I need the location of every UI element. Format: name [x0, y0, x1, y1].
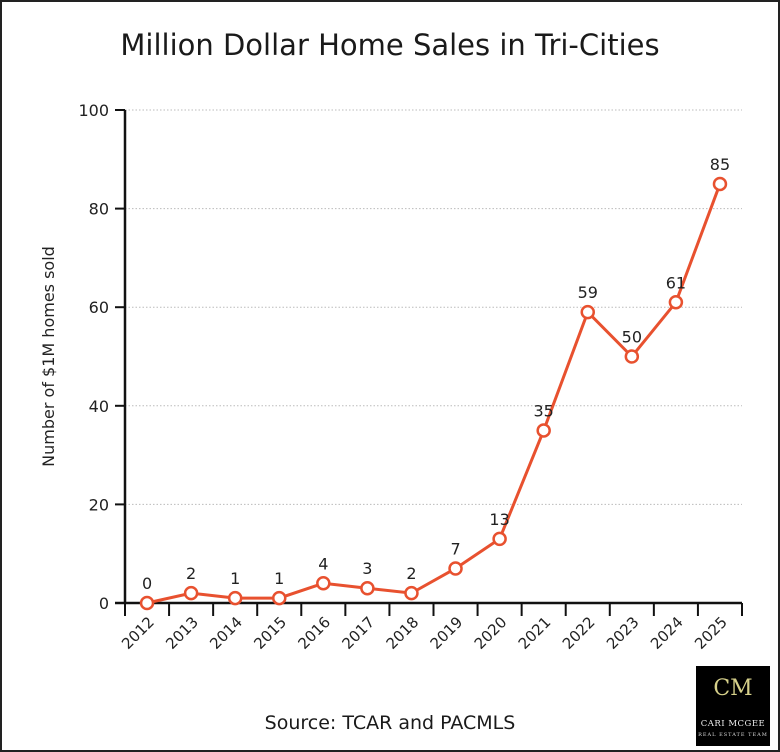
data-label: 0 [142, 574, 152, 593]
source-note: Source: TCAR and PACMLS [264, 712, 516, 734]
data-label: 4 [318, 554, 328, 573]
data-label: 1 [274, 569, 284, 588]
data-label: 85 [710, 155, 730, 174]
y-tick-label: 20 [89, 495, 109, 514]
x-tick-label: 2021 [515, 613, 555, 653]
y-tick-label: 0 [99, 594, 109, 613]
data-label: 59 [578, 283, 598, 302]
data-label: 13 [489, 510, 509, 529]
data-label: 35 [533, 401, 553, 420]
data-label: 1 [230, 569, 240, 588]
chart-title: Million Dollar Home Sales in Tri-Cities [120, 28, 660, 62]
data-label: 2 [186, 564, 196, 583]
x-tick-label: 2019 [427, 613, 467, 653]
cari-mcgee-logo: CM CARI MCGEE REAL ESTATE TEAM [696, 666, 770, 746]
data-point [492, 531, 507, 547]
y-tick-label: 80 [89, 200, 109, 219]
data-line [146, 183, 722, 605]
data-point [712, 176, 728, 192]
data-point [448, 561, 463, 576]
x-tick-label: 2015 [250, 613, 290, 653]
data-label: 2 [406, 564, 416, 583]
data-point [360, 580, 375, 596]
y-axis-label: Number of $1M homes sold [39, 246, 58, 467]
data-label: 3 [362, 559, 372, 578]
data-point [624, 349, 640, 364]
x-tick-label: 2017 [338, 613, 378, 653]
data-point [227, 590, 243, 606]
data-label: 7 [450, 539, 460, 558]
data-point [272, 590, 287, 606]
y-tick-label: 60 [89, 298, 109, 317]
x-tick-label: 2012 [118, 613, 158, 653]
data-label: 50 [622, 328, 642, 347]
x-tick-label: 2014 [206, 613, 246, 653]
x-tick-label: 2022 [559, 613, 599, 653]
data-point [580, 304, 595, 320]
y-tick-label: 100 [78, 101, 109, 120]
x-tick-label: 2020 [471, 613, 511, 653]
x-tick-label: 2025 [691, 613, 731, 653]
data-point [316, 576, 331, 591]
x-tick-label: 2024 [647, 613, 687, 653]
x-tick-label: 2013 [162, 613, 202, 653]
x-tick-label: 2016 [294, 613, 334, 653]
x-tick-label: 2018 [383, 613, 423, 653]
data-point [183, 585, 199, 601]
data-point [139, 595, 155, 611]
y-tick-label: 40 [89, 397, 109, 416]
data-point [668, 295, 684, 310]
data-point [536, 423, 551, 438]
data-point [404, 585, 419, 601]
data-label: 61 [666, 273, 686, 292]
x-tick-label: 2023 [603, 613, 643, 653]
